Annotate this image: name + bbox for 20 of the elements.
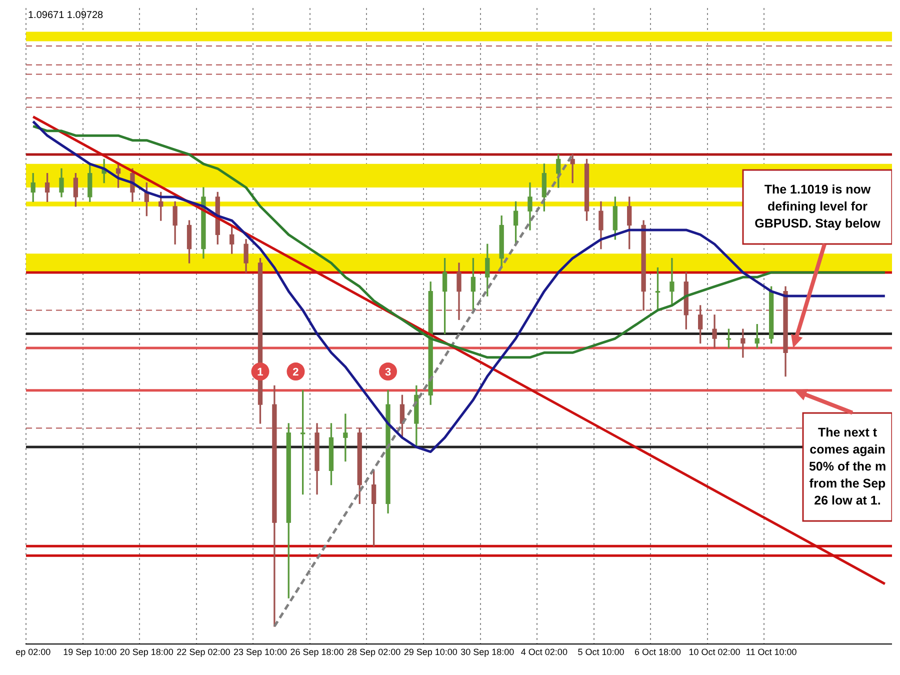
x-tick-label: 19 Sep 10:00 xyxy=(63,647,117,658)
x-tick-label: 6 Oct 18:00 xyxy=(634,647,682,658)
annotation: 2 xyxy=(292,366,299,379)
x-tick-label: 23 Sep 10:00 xyxy=(233,647,288,658)
x-tick-label: 26 Sep 18:00 xyxy=(290,647,344,658)
x-tick-label: ep 02:00 xyxy=(16,647,51,658)
annotation: 3 xyxy=(384,366,392,379)
x-tick-label: 22 Sep 02:00 xyxy=(176,647,230,658)
x-tick-label: 20 Sep 18:00 xyxy=(120,647,174,658)
x-tick-label: 29 Sep 10:00 xyxy=(404,647,458,658)
x-tick-label: 5 Oct 10:00 xyxy=(578,647,624,658)
x-tick-label: 4 Oct 02:00 xyxy=(520,647,568,658)
x-tick-label: 10 Oct 02:00 xyxy=(688,647,740,658)
annotation: The next t comes again 50% of the m from the Sep 26 low at 1. xyxy=(808,425,886,508)
x-tick-label: 28 Sep 02:00 xyxy=(347,647,401,658)
x-tick-label: 11 Oct 10:00 xyxy=(746,647,797,658)
x-tick-label: 30 Sep 18:00 xyxy=(460,647,514,658)
annotation: The 1.1019 is now defining level for GBPUSD. Stay below xyxy=(754,182,881,230)
text: 1.09671 1.09728 xyxy=(28,10,104,21)
annotation: 1 xyxy=(257,366,264,379)
